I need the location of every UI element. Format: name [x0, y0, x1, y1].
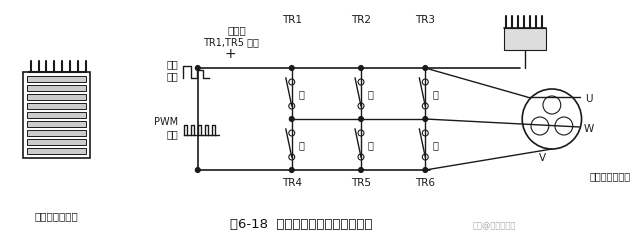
Bar	[27, 76, 86, 82]
Circle shape	[358, 154, 364, 160]
Circle shape	[289, 116, 294, 122]
Text: 开: 开	[299, 89, 305, 99]
Bar	[27, 94, 86, 100]
Bar	[27, 130, 86, 136]
Text: TR4: TR4	[282, 178, 302, 188]
Text: 三相感应电动机: 三相感应电动机	[589, 171, 630, 181]
Text: 关: 关	[299, 140, 305, 150]
Text: V: V	[538, 153, 545, 163]
Circle shape	[358, 79, 364, 85]
Circle shape	[289, 65, 294, 70]
Circle shape	[195, 168, 200, 173]
Text: 晶体管: 晶体管	[228, 25, 247, 35]
Circle shape	[358, 168, 364, 173]
Circle shape	[358, 103, 364, 109]
Text: TR6: TR6	[415, 178, 435, 188]
Circle shape	[358, 116, 364, 122]
Circle shape	[289, 103, 295, 109]
Bar	[504, 28, 546, 50]
Text: 关: 关	[368, 89, 374, 99]
Text: 开关
波形: 开关 波形	[166, 59, 178, 81]
Circle shape	[422, 79, 428, 85]
Text: 头条@哥专修电器: 头条@哥专修电器	[473, 222, 516, 230]
Text: PWM
波形: PWM 波形	[154, 117, 178, 139]
Circle shape	[358, 65, 364, 70]
Circle shape	[543, 96, 561, 114]
Bar	[27, 112, 86, 118]
Text: U: U	[585, 94, 592, 104]
Text: 开: 开	[368, 140, 374, 150]
Circle shape	[422, 130, 428, 136]
Circle shape	[422, 103, 428, 109]
Text: TR2: TR2	[351, 15, 371, 25]
Circle shape	[358, 130, 364, 136]
Circle shape	[423, 116, 428, 122]
Bar	[27, 148, 86, 154]
Circle shape	[423, 168, 428, 173]
Text: TR3: TR3	[415, 15, 435, 25]
Text: 关: 关	[432, 89, 438, 99]
Bar	[27, 139, 86, 145]
Text: +: +	[225, 47, 236, 61]
Circle shape	[289, 79, 295, 85]
Circle shape	[555, 117, 573, 135]
Text: 关: 关	[432, 140, 438, 150]
Text: TR1: TR1	[282, 15, 302, 25]
Text: W: W	[583, 124, 593, 134]
Circle shape	[422, 154, 428, 160]
Text: 图6-18  功率晶体管组件工作示意图: 图6-18 功率晶体管组件工作示意图	[230, 218, 373, 232]
Circle shape	[289, 168, 294, 173]
Circle shape	[522, 89, 582, 149]
Bar	[27, 103, 86, 109]
Circle shape	[423, 65, 428, 70]
Bar	[27, 85, 86, 91]
Circle shape	[289, 130, 295, 136]
Text: TR1,TR5 导通: TR1,TR5 导通	[203, 37, 259, 47]
Text: TR5: TR5	[351, 178, 371, 188]
Circle shape	[531, 117, 548, 135]
Circle shape	[289, 154, 295, 160]
Circle shape	[195, 65, 200, 70]
Bar	[23, 72, 90, 158]
Bar	[27, 121, 86, 127]
Text: 功率晶体管组件: 功率晶体管组件	[35, 211, 78, 221]
